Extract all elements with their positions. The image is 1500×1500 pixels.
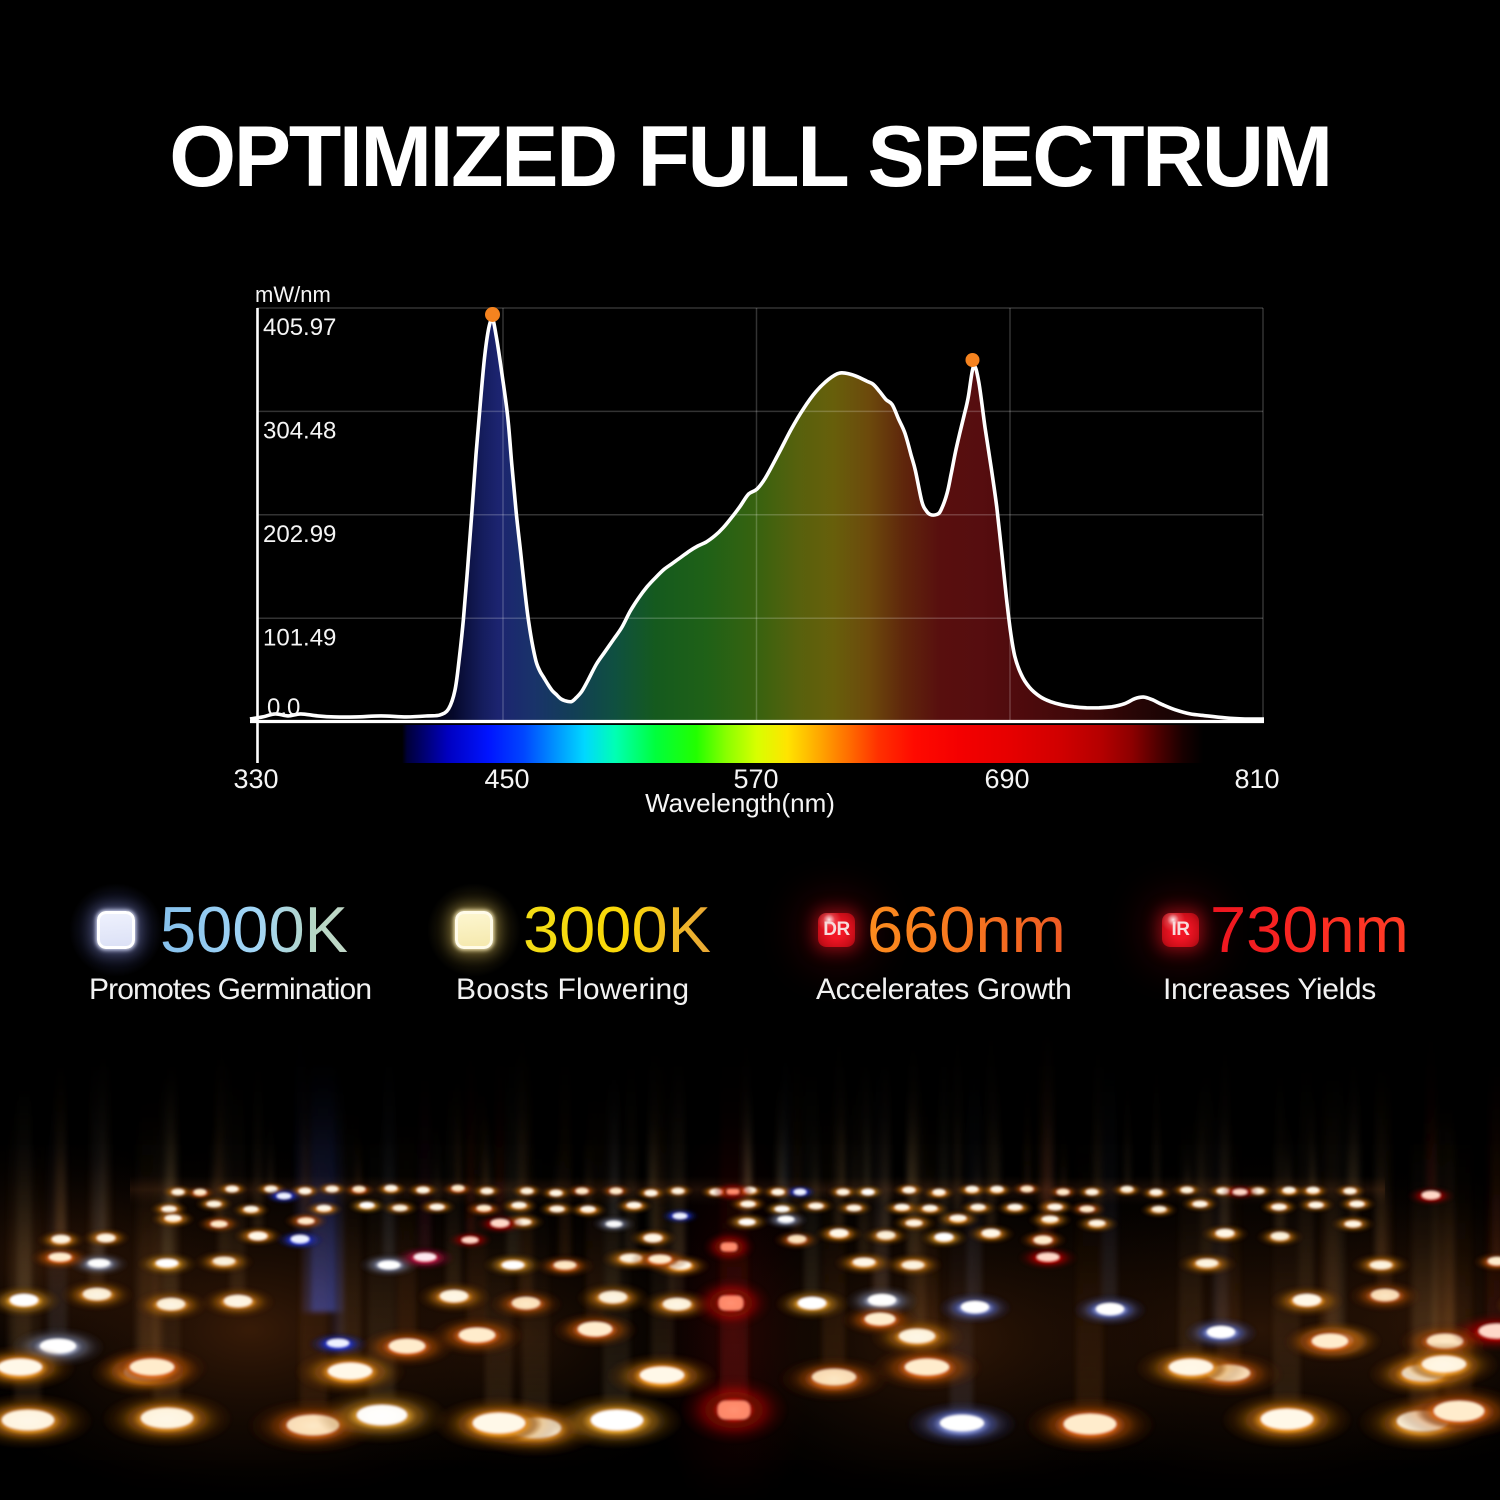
svg-text:810: 810 [1234,764,1279,794]
svg-text:Wavelength(nm): Wavelength(nm) [645,788,835,818]
svg-text:330: 330 [233,764,278,794]
svg-text:690: 690 [984,764,1029,794]
svg-text:101.49: 101.49 [263,625,336,652]
svg-text:mW/nm: mW/nm [255,282,331,307]
svg-text:405.97: 405.97 [263,314,336,341]
svg-text:304.48: 304.48 [263,418,336,445]
svg-text:450: 450 [484,764,529,794]
svg-text:0.0: 0.0 [267,694,300,721]
svg-text:202.99: 202.99 [263,521,336,548]
svg-text:570: 570 [733,764,778,794]
